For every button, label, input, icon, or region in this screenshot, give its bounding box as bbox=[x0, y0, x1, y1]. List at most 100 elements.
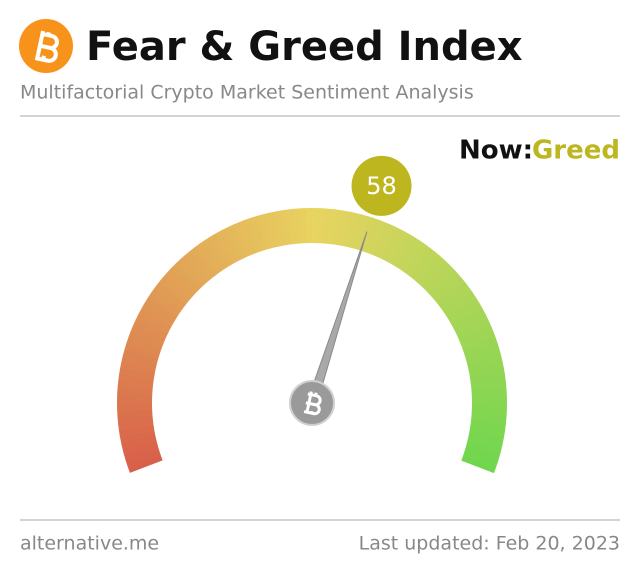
gauge-band bbox=[120, 361, 156, 374]
gauge-band bbox=[118, 425, 155, 437]
gauge-band bbox=[470, 373, 506, 385]
gauge-band bbox=[123, 445, 160, 461]
gauge-band bbox=[117, 379, 154, 390]
source: alternative.me bbox=[20, 533, 159, 555]
gauge-band bbox=[470, 420, 506, 431]
gauge-band bbox=[199, 239, 225, 273]
gauge-band bbox=[238, 220, 257, 255]
gauge-band bbox=[141, 302, 175, 326]
gauge-band bbox=[465, 349, 502, 365]
gauge-band bbox=[130, 325, 166, 345]
gauge-band bbox=[133, 319, 168, 340]
gauge-band bbox=[256, 214, 272, 250]
gauge-band bbox=[327, 208, 338, 245]
gauge-band bbox=[456, 319, 492, 340]
gauge-band bbox=[443, 292, 477, 317]
gauge: 58 bbox=[117, 155, 507, 474]
gauge-band bbox=[437, 282, 470, 309]
gauge-band bbox=[449, 303, 483, 326]
gauge-band bbox=[147, 292, 181, 317]
gauge-band bbox=[126, 336, 162, 354]
gauge-band bbox=[162, 272, 194, 301]
gauge-band bbox=[362, 218, 381, 254]
gauge-band bbox=[332, 209, 344, 246]
gauge-band bbox=[408, 247, 435, 279]
gauge-band bbox=[412, 251, 440, 282]
gauge-band bbox=[274, 210, 287, 246]
gauge-band bbox=[463, 450, 499, 468]
gauge-band bbox=[280, 209, 292, 246]
gauge-band bbox=[427, 268, 458, 297]
hub-glyph bbox=[303, 391, 322, 416]
gauge-band bbox=[467, 355, 503, 370]
gauge-band bbox=[204, 236, 229, 270]
gauge-band bbox=[423, 263, 454, 293]
gauge-band bbox=[125, 450, 161, 467]
gauge-band bbox=[250, 216, 267, 252]
gauge-band bbox=[395, 236, 420, 270]
gauge-band bbox=[117, 398, 153, 406]
gauge-band bbox=[322, 208, 332, 244]
value-label: 58 bbox=[366, 172, 397, 200]
gauge-band bbox=[122, 348, 159, 364]
gauge-band bbox=[215, 230, 238, 264]
gauge-band bbox=[118, 420, 154, 431]
gauge-band bbox=[464, 445, 500, 462]
gauge-band bbox=[244, 217, 262, 253]
gauge-band bbox=[180, 254, 208, 286]
gauge-band bbox=[467, 435, 503, 450]
gauge-band bbox=[386, 230, 409, 265]
gauge-band bbox=[440, 287, 473, 313]
gauge-band bbox=[305, 208, 313, 244]
gauge-band bbox=[420, 259, 449, 289]
gauge-band bbox=[117, 386, 153, 395]
gauge-band bbox=[128, 331, 164, 350]
gauge-band bbox=[471, 386, 507, 395]
gauge-band bbox=[471, 404, 507, 412]
gauge-band bbox=[399, 240, 425, 273]
gauge-band bbox=[189, 247, 216, 279]
gauge-band bbox=[121, 435, 157, 449]
gauge-band bbox=[446, 297, 480, 322]
gauge-band bbox=[138, 308, 173, 331]
gauge-band bbox=[337, 210, 350, 247]
gauge-band bbox=[381, 227, 404, 262]
gauge-band bbox=[391, 233, 415, 267]
gauge-band bbox=[232, 222, 252, 257]
gauge-band bbox=[127, 455, 163, 473]
gauge-band bbox=[471, 398, 507, 406]
gauge-band bbox=[471, 415, 507, 425]
gauge-band bbox=[117, 404, 153, 412]
gauge-band bbox=[404, 243, 430, 276]
gauge-band bbox=[464, 343, 500, 360]
gauge-band bbox=[342, 211, 357, 248]
value-badge bbox=[351, 155, 412, 216]
gauge-band bbox=[117, 409, 153, 418]
gauge-band bbox=[119, 430, 156, 443]
gauge-band bbox=[151, 287, 184, 313]
status-label: Now: bbox=[459, 136, 533, 166]
gauge-band bbox=[171, 263, 201, 293]
gauge-band bbox=[469, 367, 505, 380]
gauge-band bbox=[452, 308, 486, 331]
gauge-band bbox=[117, 392, 153, 400]
gauge-band bbox=[454, 314, 489, 335]
gauge-band bbox=[431, 272, 462, 301]
gauge-band bbox=[458, 325, 494, 345]
gauge-band bbox=[117, 414, 153, 425]
gauge-band bbox=[124, 342, 160, 359]
gauge-band bbox=[166, 267, 197, 297]
gauge-band bbox=[175, 259, 204, 289]
needle bbox=[306, 231, 368, 406]
gauge-band bbox=[184, 250, 212, 282]
gauge-band bbox=[352, 214, 369, 250]
gauge-band bbox=[468, 361, 504, 375]
gauge-band bbox=[210, 233, 234, 267]
gauge-band bbox=[268, 211, 282, 248]
gauge-band bbox=[119, 367, 155, 380]
gauge-band bbox=[286, 208, 297, 245]
subtitle: Multifactorial Crypto Market Sentiment A… bbox=[20, 82, 474, 104]
gauge-band bbox=[194, 243, 221, 276]
